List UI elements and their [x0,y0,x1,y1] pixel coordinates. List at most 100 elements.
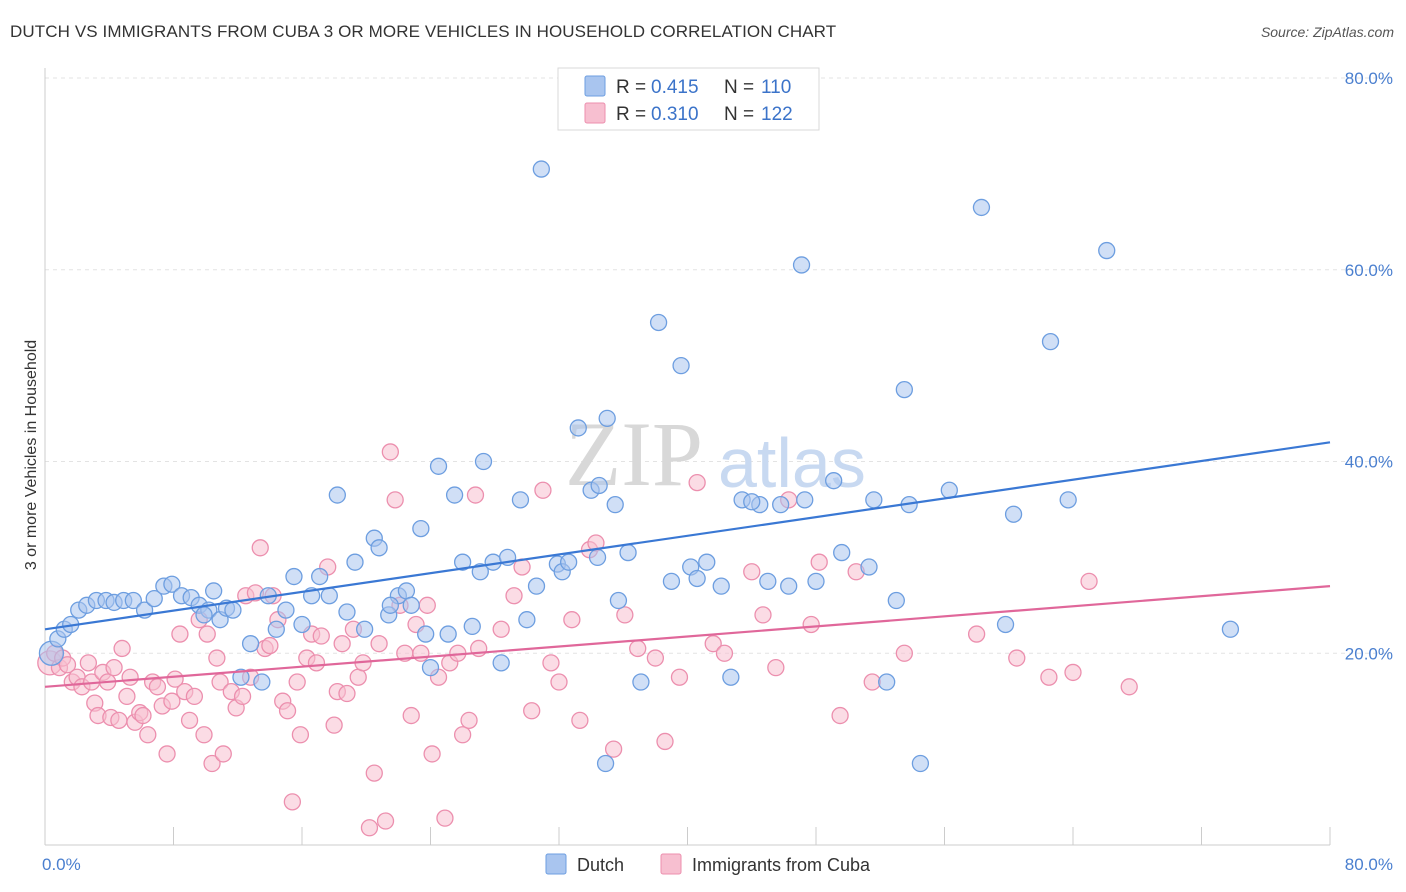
dutch-point [1221,620,1240,638]
cuba-point [453,726,472,744]
y-tick-label: 60.0% [1345,261,1393,280]
cuba-point [278,702,297,720]
dutch-point [1098,241,1116,260]
cuba-point [288,673,306,691]
cuba-point [307,654,326,672]
dutch-point [412,519,430,538]
cuba-point [121,668,139,686]
dutch-point [887,591,905,610]
dutch-point [277,601,295,619]
cuba-point [148,678,167,696]
dutch-point [569,419,587,437]
dutch-point [241,635,260,653]
cuba-point [158,745,176,763]
legend-cuba-n-label: N = [724,104,754,125]
y-tick-label: 80.0% [1345,69,1393,88]
cuba-point [370,635,388,653]
cuba-point [134,706,152,725]
legend-swatch-cuba [584,102,606,124]
legend-dutch-n-label: N = [724,77,754,98]
dutch-point [311,567,329,586]
dutch-point [833,543,851,562]
dutch-point [453,553,472,571]
dutch-point [609,591,628,610]
dutch-point [688,569,706,588]
bottom-legend-dutch: Dutch [577,855,624,875]
cuba-point [203,754,221,773]
cuba-point [418,596,436,614]
legend-cuba-r-value: 0.310 [651,104,699,125]
dutch-point [397,582,416,600]
cuba-point [523,702,541,720]
dutch-point [402,596,420,614]
dutch-point [1059,491,1077,509]
dutch-point [463,617,481,636]
cuba-point [79,654,98,672]
source-label: Source: ZipAtlas.com [1260,24,1394,40]
cuba-point [767,658,785,677]
cuba-point [616,606,634,624]
y-tick-label: 40.0% [1345,453,1393,472]
dutch-point [825,472,843,490]
dutch-point [195,606,213,624]
dutch-point [417,625,435,643]
bottom-legend-swatch-dutch [545,853,567,875]
y-tick-label: 20.0% [1345,644,1393,663]
dutch-point [780,577,798,595]
dutch-point [559,553,578,571]
cuba-point [166,670,184,688]
trend-line-cuba [44,585,1331,688]
legend-cuba-n-value: 122 [761,104,793,125]
dutch-point [860,558,878,576]
tick-labels: 20.0% 40.0% 60.0% 80.0% 0.0% 80.0% [42,69,1393,874]
dutch-point [205,582,223,600]
cuba-point [214,745,232,763]
cuba-point [283,793,302,811]
grid-lines [45,77,1392,654]
dutch-point [996,615,1015,634]
dutch-point [527,577,546,595]
legend-dutch-r-label: R = [616,77,646,98]
cuba-point [1040,668,1058,686]
cuba-point [715,644,734,662]
dutch-point [293,615,311,634]
chart-title: DUTCH VS IMMIGRANTS FROM CUBA 3 OR MORE … [10,22,837,41]
dutch-point [124,591,142,610]
cuba-point [810,553,828,571]
cuba-point [802,615,820,634]
cuba-point [704,635,722,653]
bottom-legend-cuba: Immigrants from Cuba [692,855,871,875]
cuba-point [542,654,560,672]
cuba-point [646,649,665,667]
cuba-point [365,764,383,782]
dutch-point [911,754,930,773]
dutch-point [698,553,716,571]
cuba-point [656,732,674,751]
cuba-point [198,625,216,643]
cuba-point [333,635,351,653]
dutch-point [772,495,790,514]
cuba-point [386,491,404,509]
cuba-point [233,687,252,706]
cuba-point [492,620,510,638]
dutch-point [355,620,374,638]
dutch-point [632,673,650,691]
dutch-point [596,754,615,773]
cuba-point [171,625,189,643]
trend-line-dutch [44,441,1331,631]
dutch-point [649,313,668,332]
cuba-point [105,658,123,677]
trend-lines [44,441,1331,688]
cuba-point [436,809,454,827]
dutch-point [590,476,608,495]
cuba-point [139,726,157,744]
cuba-point [349,668,367,686]
cuba-point [743,563,761,581]
dutch-point [346,553,364,571]
cuba-point [534,481,552,499]
cuba-point [1008,649,1026,667]
cuba-point [571,711,589,730]
dutch-point [471,563,489,581]
cuba-point [1080,572,1098,590]
cuba-point [550,673,568,691]
